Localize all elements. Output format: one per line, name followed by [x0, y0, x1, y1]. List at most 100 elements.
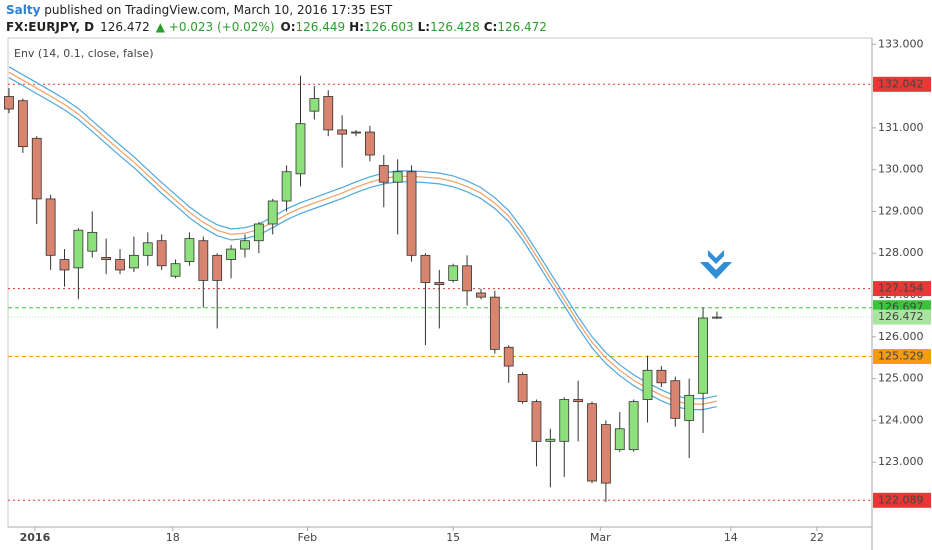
candle-body: [684, 394, 695, 421]
candle-body: [462, 265, 472, 292]
c-label: C:: [484, 20, 498, 34]
symbol: FX:EURJPY, D: [6, 20, 94, 34]
x-tick-label: Feb: [298, 531, 317, 544]
c-value: 126.472: [497, 20, 547, 34]
candle-body: [351, 131, 361, 134]
y-tick-label: 133.000: [878, 37, 924, 50]
y-tick-label: 128.000: [878, 246, 924, 259]
candle-body: [600, 424, 611, 484]
envelope-line: [8, 77, 718, 411]
candle-body: [476, 292, 486, 298]
price-badge: [873, 76, 931, 92]
x-tick-label: 15: [446, 531, 460, 544]
candle-body: [587, 403, 597, 482]
x-tick-label: Mar: [590, 531, 611, 544]
candle-body: [378, 165, 389, 183]
candle-body: [614, 428, 625, 451]
price-badge-label: 125.529: [878, 350, 924, 363]
candle-body: [573, 399, 584, 403]
change: ▲ +0.023 (+0.02%): [156, 20, 275, 34]
price-badge-label: 132.042: [878, 77, 924, 90]
header-line: Salty published on TradingView.com, Marc…: [6, 3, 393, 17]
candle-body: [503, 346, 514, 367]
candle-body: [448, 265, 459, 281]
l-value: 126.428: [430, 20, 480, 34]
price-badge-label: 122.089: [878, 493, 924, 506]
price-badge: [873, 281, 931, 297]
candle-body: [129, 254, 139, 269]
candle-body: [545, 438, 556, 442]
candle-body: [226, 248, 236, 260]
candle-body: [17, 100, 28, 148]
candle-body: [101, 257, 112, 260]
candle-body: [45, 198, 56, 256]
x-tick-label: 2016: [20, 531, 51, 544]
author: Salty: [6, 3, 41, 17]
candle-body: [240, 240, 250, 250]
indicator-label: Env (14, 0.1, close, false): [14, 47, 153, 60]
envelope-line: [8, 71, 718, 405]
plot-layer: 123.000124.000125.000126.000127.000128.0…: [4, 37, 931, 544]
candle-body: [434, 282, 445, 285]
candle-body: [337, 129, 348, 135]
y-tick-label: 125.000: [878, 372, 924, 385]
y-tick-label: 130.000: [878, 163, 924, 176]
candle-body: [156, 240, 167, 267]
candle-body: [31, 137, 42, 200]
candle-body: [670, 380, 681, 419]
candle-body: [295, 123, 306, 175]
candle-body: [309, 98, 320, 112]
candle-body: [142, 242, 153, 256]
candle-body: [698, 317, 708, 394]
envelope-line: [8, 66, 718, 400]
o-label: O:: [281, 20, 296, 34]
candle-body: [212, 254, 223, 281]
candle-body: [406, 171, 417, 256]
candle-body: [712, 316, 722, 319]
candle-body: [87, 231, 98, 252]
candle-body: [420, 254, 431, 283]
x-tick-label: 18: [166, 531, 180, 544]
candle-body: [198, 240, 209, 281]
candle-body: [281, 171, 292, 202]
candle-body: [642, 369, 653, 400]
candle-body: [323, 96, 334, 131]
last-price: 126.472: [100, 20, 150, 34]
candle-body: [267, 200, 278, 225]
candle-body: [559, 399, 570, 442]
price-badge-label: 126.472: [878, 310, 924, 323]
candle-body: [4, 96, 14, 110]
y-tick-label: 126.000: [878, 330, 924, 343]
l-label: L:: [418, 20, 430, 34]
candle-body: [517, 374, 528, 403]
price-badge: [873, 349, 931, 365]
y-tick-label: 124.000: [878, 413, 924, 426]
x-tick-label: 22: [810, 531, 824, 544]
candle-body: [253, 223, 264, 242]
down-arrow: [700, 250, 732, 279]
candle-body: [170, 263, 181, 277]
y-tick-label: 131.000: [878, 121, 924, 134]
price-badge: [873, 309, 931, 325]
h-value: 126.603: [364, 20, 414, 34]
candle-body: [59, 259, 70, 271]
published: published on TradingView.com, March 10, …: [40, 3, 392, 17]
candle-body: [73, 229, 84, 269]
candle-body: [531, 401, 542, 442]
candle-body: [184, 238, 195, 263]
candle-body: [364, 131, 375, 156]
candle-body: [656, 369, 667, 384]
candle-body: [115, 259, 125, 271]
x-tick-label: 14: [724, 531, 738, 544]
candle-body: [628, 401, 639, 451]
candle-body: [489, 296, 500, 350]
price-badge: [873, 492, 931, 508]
h-label: H:: [349, 20, 364, 34]
price-badge-label: 127.154: [878, 282, 924, 295]
o-value: 126.449: [296, 20, 346, 34]
y-tick-label: 129.000: [878, 204, 924, 217]
symbol-line: FX:EURJPY, D 126.472 ▲ +0.023 (+0.02%) O:12…: [6, 20, 547, 34]
candle-body: [392, 171, 403, 183]
y-tick-label: 123.000: [878, 455, 924, 468]
